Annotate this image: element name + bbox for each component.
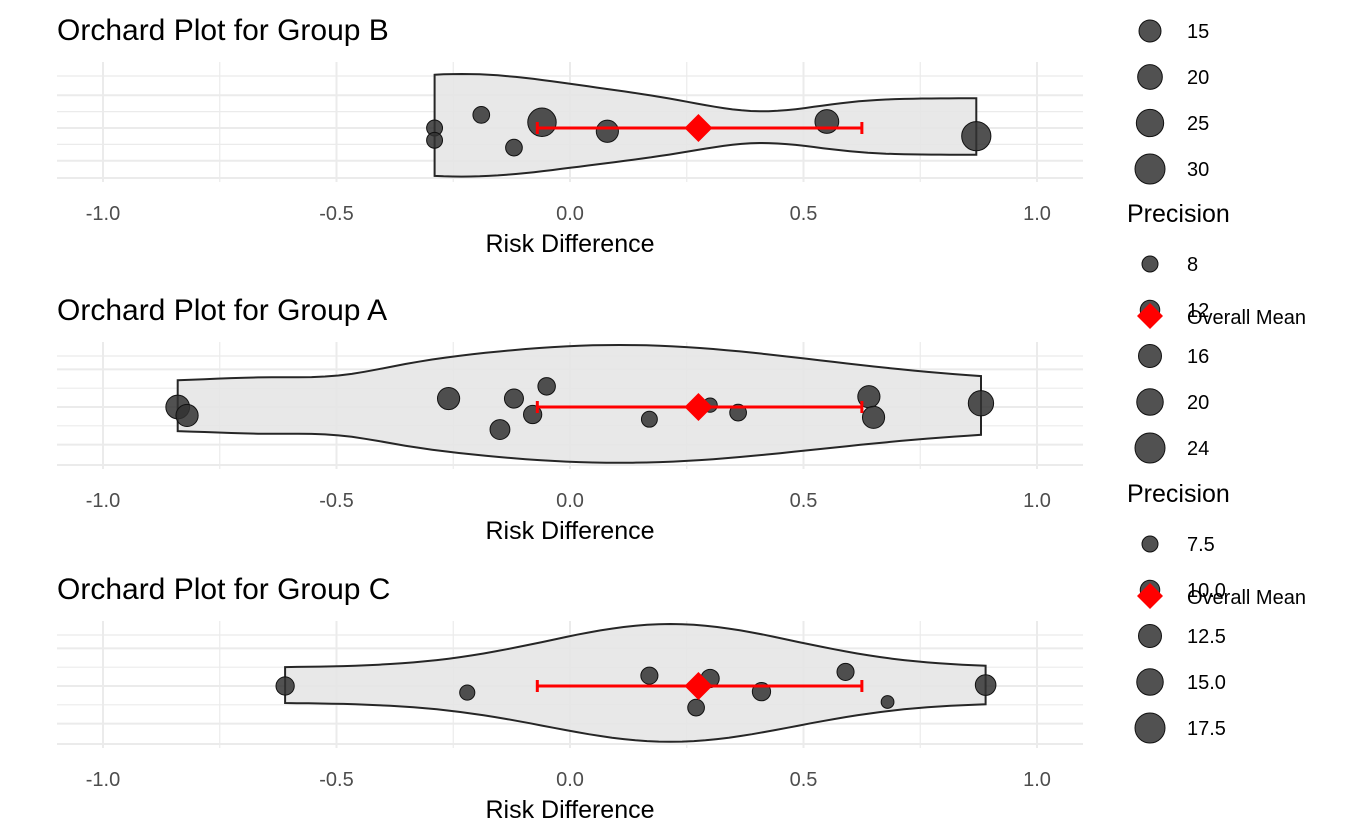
data-point — [861, 405, 886, 429]
overall-mean-marker — [684, 393, 713, 421]
legend-size-key — [1135, 108, 1165, 138]
legend-label: 7.5 — [1187, 534, 1215, 556]
legend-label: 30 — [1187, 159, 1209, 181]
legend-size-key — [1134, 712, 1166, 744]
chart-title: Orchard Plot for Group A — [57, 294, 387, 327]
legend-label: 16 — [1187, 346, 1209, 368]
violin-shape — [176, 343, 982, 464]
x-tick-label: 0.0 — [556, 203, 584, 225]
legend-size-key — [1141, 255, 1159, 273]
legend-size-key — [1138, 344, 1162, 368]
legend-label: 20 — [1187, 67, 1209, 89]
legend-size-key — [1136, 388, 1164, 416]
legend-title: Precision — [1127, 200, 1230, 228]
legend-size-key — [1136, 668, 1164, 696]
legend-mean-label: Overall Mean — [1187, 587, 1306, 609]
legend-precision-2: Precision 7.5 10.0 12.5 15.0 17.5 Overall Mean — [1127, 480, 1306, 744]
legend-size-key — [1138, 624, 1162, 648]
data-point — [640, 410, 658, 428]
legend-label: 12 — [1187, 300, 1209, 322]
x-tick-label: 0.5 — [790, 203, 818, 225]
legend-size-key — [1134, 432, 1166, 464]
legend-label: 15 — [1187, 21, 1209, 43]
x-tick-label: 0.5 — [790, 490, 818, 512]
legend-label: 24 — [1187, 438, 1209, 460]
data-point — [961, 121, 992, 152]
data-point — [967, 390, 995, 417]
chart-title: Orchard Plot for Group B — [57, 14, 389, 47]
data-point — [505, 138, 523, 157]
x-axis-label: Risk Difference — [485, 230, 654, 258]
orchard-panel-1: Orchard Plot for Group B -1.0 -0.5 0.0 0.5 1.… — [57, 14, 1083, 258]
x-tick-label: -0.5 — [319, 490, 353, 512]
x-tick-label: 1.0 — [1023, 769, 1051, 791]
data-point — [503, 388, 524, 409]
legend-mean-key — [1137, 303, 1163, 329]
x-tick-label: 0.0 — [556, 490, 584, 512]
legend-label: 20 — [1187, 392, 1209, 414]
overall-mean-marker — [684, 672, 713, 700]
data-point — [836, 662, 855, 681]
data-point — [880, 695, 895, 709]
legend-top: 15 20 25 30 — [1134, 19, 1209, 185]
x-tick-label: 1.0 — [1023, 490, 1051, 512]
data-point — [974, 674, 997, 696]
orchard-panel-2: Orchard Plot for Group A -1.0 -0.5 0.0 0.5 1.… — [57, 294, 1083, 545]
x-tick-label: -1.0 — [86, 769, 120, 791]
violin-shape — [284, 622, 987, 743]
x-tick-label: -1.0 — [86, 203, 120, 225]
legend-title: Precision — [1127, 480, 1230, 508]
x-tick-label: -1.0 — [86, 490, 120, 512]
legend-label: 17.5 — [1187, 718, 1226, 740]
data-point — [527, 107, 557, 137]
data-point — [595, 119, 619, 143]
legend-size-key — [1134, 153, 1166, 185]
x-tick-label: 0.5 — [790, 769, 818, 791]
data-point — [472, 106, 491, 124]
legend-label: 15.0 — [1187, 672, 1226, 694]
data-point — [436, 386, 461, 411]
legend-size-key — [1141, 535, 1159, 553]
legend-mean-label: Overall Mean — [1187, 307, 1306, 329]
x-tick-label: -0.5 — [319, 769, 353, 791]
orchard-panel-3: Orchard Plot for Group C -1.0 -0.5 0.0 0.5 1.… — [57, 573, 1083, 824]
legend-precision-1: Precision 8 12 16 20 24 Overall Mean — [1127, 200, 1306, 464]
data-point — [489, 419, 511, 440]
legend-label: 8 — [1187, 254, 1198, 276]
data-point — [175, 403, 199, 428]
data-point — [814, 109, 840, 134]
legend-label: 12.5 — [1187, 626, 1226, 648]
x-tick-label: 0.0 — [556, 769, 584, 791]
legend-label: 25 — [1187, 113, 1209, 135]
data-point — [459, 684, 476, 701]
data-point — [687, 698, 705, 717]
data-point — [640, 666, 659, 685]
x-axis-label: Risk Difference — [485, 796, 654, 824]
chart-title: Orchard Plot for Group C — [57, 573, 390, 606]
data-point — [275, 676, 295, 696]
legend-size-key — [1137, 64, 1163, 90]
legend-mean-key — [1137, 583, 1163, 609]
x-tick-label: -0.5 — [319, 203, 353, 225]
legend-label: 10.0 — [1187, 580, 1226, 602]
legend-size-key — [1138, 19, 1162, 43]
x-axis-label: Risk Difference — [485, 517, 654, 545]
data-point — [537, 377, 556, 396]
x-tick-label: 1.0 — [1023, 203, 1051, 225]
overall-mean-marker — [684, 114, 713, 142]
data-point — [426, 131, 444, 149]
